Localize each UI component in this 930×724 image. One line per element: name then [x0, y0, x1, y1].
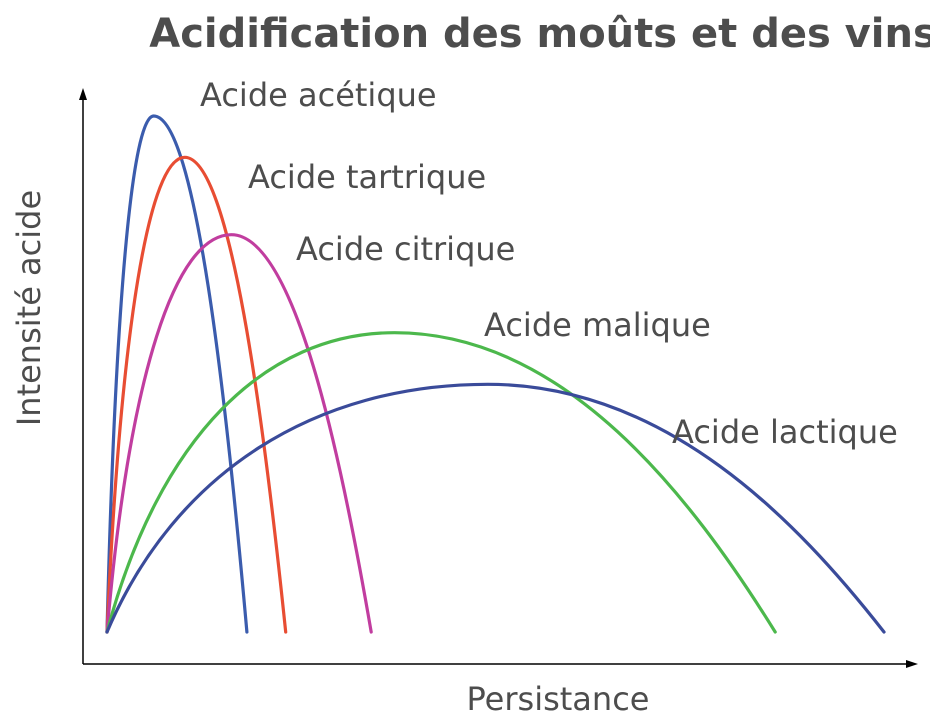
series-label-3: Acide citrique: [296, 230, 515, 268]
series-line-5: [105, 382, 886, 634]
series-label-5: Acide lactique: [672, 413, 898, 451]
series-line-2: [105, 155, 288, 634]
chart-title: Acidification des moûts et des vins: [149, 11, 930, 57]
series-group: [105, 114, 886, 634]
series-line-3: [105, 233, 373, 634]
y-axis-title: Intensité acide: [10, 190, 48, 426]
series-line-4: [105, 331, 777, 634]
series-label-2: Acide tartrique: [248, 158, 486, 196]
series-label-1: Acide acétique: [200, 76, 437, 114]
series-labels: Acide acétique Acide tartrique Acide citri…: [200, 76, 898, 451]
y-axis-arrow-icon: [79, 88, 87, 100]
series-label-4: Acide malique: [484, 306, 711, 344]
x-axis-title: Persistance: [467, 680, 650, 718]
x-axis-arrow-icon: [906, 660, 918, 668]
series-line-1: [105, 114, 249, 634]
